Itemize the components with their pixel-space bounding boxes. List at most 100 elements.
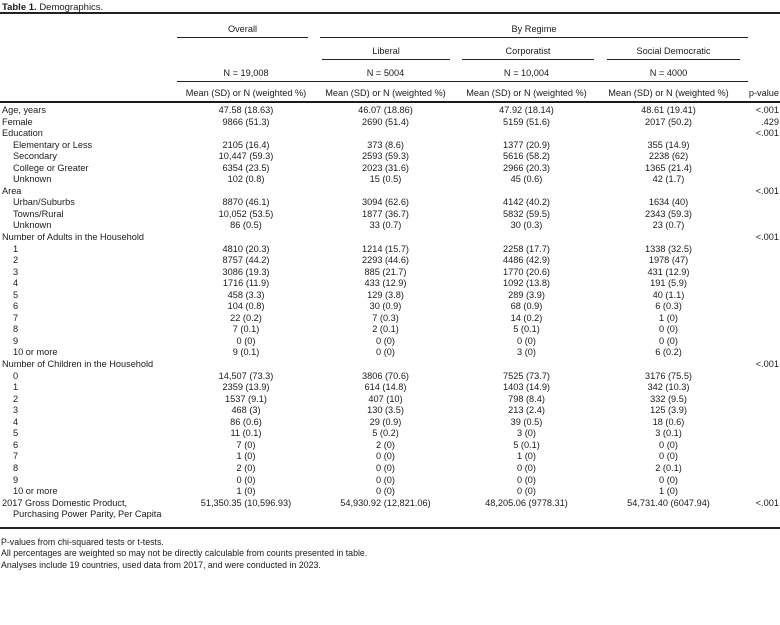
table-row: Unknown 86 (0.5) 33 (0.7) 30 (0.3) 23 (0…: [0, 220, 780, 232]
value-cell-overall: 47.58 (18.63): [218, 105, 274, 115]
row-label: Towns/Rural: [13, 208, 64, 219]
value-cell-corporatist: 2258 (17.7): [503, 243, 550, 254]
n-overall: N = 19,008: [223, 67, 269, 78]
table-row: Towns/Rural 10,052 (53.5) 1877 (36.7) 58…: [0, 209, 780, 221]
value-cell-overall: 468 (3): [231, 405, 261, 416]
header-spacer: [740, 60, 780, 81]
header-group-row: Overall By Regime: [0, 14, 780, 38]
bottom-rule: [0, 526, 780, 529]
value-cell-corporatist: 1092 (13.8): [503, 278, 550, 289]
value-cell-overall: 10,052 (53.5): [218, 208, 274, 219]
table-row: Area <.001: [0, 186, 780, 198]
value-cell-social-democratic: 191 (5.9): [650, 278, 687, 289]
value-cell-corporatist: 48,205.06 (9778.31): [485, 497, 568, 508]
value-cell-overall: 9866 (51.3): [222, 116, 270, 127]
footnote-pvalues: P-values from chi-squared tests or t-tes…: [1, 536, 164, 547]
table-footnotes: P-values from chi-squared tests or t-tes…: [0, 529, 780, 571]
value-cell-corporatist: 289 (3.9): [508, 289, 545, 300]
pvalue-cell: <.001: [755, 105, 779, 115]
table-row: 2 1537 (9.1) 407 (10) 798 (8.4) 332 (9.5…: [0, 394, 780, 406]
value-cell-overall: 4810 (20.3): [222, 243, 270, 254]
value-cell-liberal: 885 (21.7): [364, 266, 407, 277]
table-row: Female 9866 (51.3) 2690 (51.4) 5159 (51.…: [0, 117, 780, 129]
table-row: 6 104 (0.8) 30 (0.9) 68 (0.9) 6 (0.3): [0, 301, 780, 313]
table-caption: Table 1. Demographics.: [0, 0, 780, 13]
measure-header-liberal: Mean (SD) or N (weighted %): [325, 87, 446, 98]
value-cell-corporatist: 68 (0.9): [510, 301, 543, 312]
value-cell-social-democratic: 48.61 (19.41): [641, 105, 696, 115]
header-measure-row: Mean (SD) or N (weighted %) Mean (SD) or…: [0, 82, 780, 101]
row-label: 2017 Gross Domestic Product, Purchasing P…: [2, 497, 162, 520]
value-cell-social-democratic: 18 (0.6): [652, 416, 685, 427]
row-label: 1: [13, 243, 19, 254]
value-cell-corporatist: 0 (0): [517, 474, 536, 485]
value-cell-overall: 8757 (44.2): [222, 255, 270, 266]
row-label: 1: [13, 382, 19, 393]
pvalue-cell: <.001: [755, 185, 779, 196]
row-label: 5: [13, 428, 19, 439]
value-cell-liberal: 433 (12.9): [364, 278, 407, 289]
value-cell-liberal: 1214 (15.7): [362, 243, 409, 254]
value-cell-overall: 7 (0.1): [232, 324, 260, 335]
value-cell-social-democratic: 3176 (75.5): [645, 370, 692, 381]
pvalue-cell: <.001: [755, 232, 779, 243]
table-row: 8 7 (0.1) 2 (0.1) 5 (0.1) 0 (0): [0, 324, 780, 336]
table-row: Age, years 47.58 (18.63) 46.07 (18.86) 4…: [0, 105, 780, 117]
value-cell-liberal: 129 (3.8): [367, 289, 404, 300]
table-row: 6 7 (0) 2 (0) 5 (0.1) 0 (0): [0, 440, 780, 452]
row-label: 9: [13, 335, 19, 346]
header-body-rule: [0, 100, 780, 103]
row-label: Secondary: [13, 151, 57, 162]
value-cell-social-democratic: 2238 (62): [648, 151, 689, 162]
value-cell-overall: 86 (0.5): [230, 220, 262, 231]
measure-header-social-democratic: Mean (SD) or N (weighted %): [608, 87, 729, 98]
table-row: 1 4810 (20.3) 1214 (15.7) 2258 (17.7) 13…: [0, 244, 780, 256]
value-cell-social-democratic: 54,731.40 (6047.94): [627, 497, 710, 508]
value-cell-liberal: 29 (0.9): [369, 416, 402, 427]
value-cell-corporatist: 1403 (14.9): [503, 382, 550, 393]
row-label: 3: [13, 266, 19, 277]
value-cell-overall: 0 (0): [236, 474, 256, 485]
header-spacer: [740, 14, 780, 38]
table-body: Age, years 47.58 (18.63) 46.07 (18.86) 4…: [0, 103, 780, 521]
table-row: 3 468 (3) 130 (3.5) 213 (2.4) 125 (3.9): [0, 405, 780, 417]
value-cell-social-democratic: 431 (12.9): [647, 266, 690, 277]
value-cell-overall: 2 (0): [236, 462, 256, 473]
row-label: 3: [13, 405, 19, 416]
row-label: 7: [13, 312, 19, 323]
value-cell-liberal: 33 (0.7): [369, 220, 402, 231]
table-row: 5 458 (3.3) 129 (3.8) 289 (3.9) 40 (1.1): [0, 290, 780, 302]
value-cell-overall: 1 (0): [236, 451, 256, 462]
pvalue-cell: .429: [761, 116, 779, 127]
value-cell-overall: 11 (0.1): [230, 428, 262, 439]
value-cell-liberal: 2 (0.1): [372, 324, 399, 335]
header-spacer: [177, 38, 315, 60]
row-label: College or Greater: [13, 162, 89, 173]
value-cell-overall: 1 (0): [236, 486, 256, 497]
value-cell-corporatist: 45 (0.6): [510, 174, 543, 185]
row-label: Female: [2, 116, 33, 127]
value-cell-social-democratic: 1 (0): [659, 312, 678, 323]
table-row: Unknown 102 (0.8) 15 (0.5) 45 (0.6) 42 (…: [0, 174, 780, 186]
value-cell-corporatist: 47.92 (18.14): [499, 105, 554, 115]
table-row: College or Greater 6354 (23.5) 2023 (31.…: [0, 163, 780, 175]
row-label: 7: [13, 451, 19, 462]
value-cell-corporatist: 1377 (20.9): [503, 139, 550, 150]
value-cell-corporatist: 4486 (42.9): [503, 255, 550, 266]
value-cell-liberal: 30 (0.9): [369, 301, 402, 312]
value-cell-liberal: 407 (10): [368, 393, 403, 404]
value-cell-overall: 6354 (23.5): [222, 162, 270, 173]
table-row: 9 0 (0) 0 (0) 0 (0) 0 (0): [0, 336, 780, 348]
value-cell-social-democratic: 0 (0): [659, 474, 678, 485]
column-group-overall: Overall: [177, 14, 308, 38]
value-cell-social-democratic: 1978 (47): [648, 255, 689, 266]
table-row: 4 86 (0.6) 29 (0.9) 39 (0.5) 18 (0.6): [0, 417, 780, 429]
value-cell-liberal: 130 (3.5): [367, 405, 404, 416]
value-cell-corporatist: 0 (0): [517, 335, 536, 346]
header-spacer: [0, 60, 177, 81]
row-label: Unknown: [13, 220, 52, 231]
value-cell-social-democratic: 2343 (59.3): [645, 208, 692, 219]
header-spacer: [0, 38, 177, 60]
pvalue-cell: <.001: [755, 359, 779, 370]
